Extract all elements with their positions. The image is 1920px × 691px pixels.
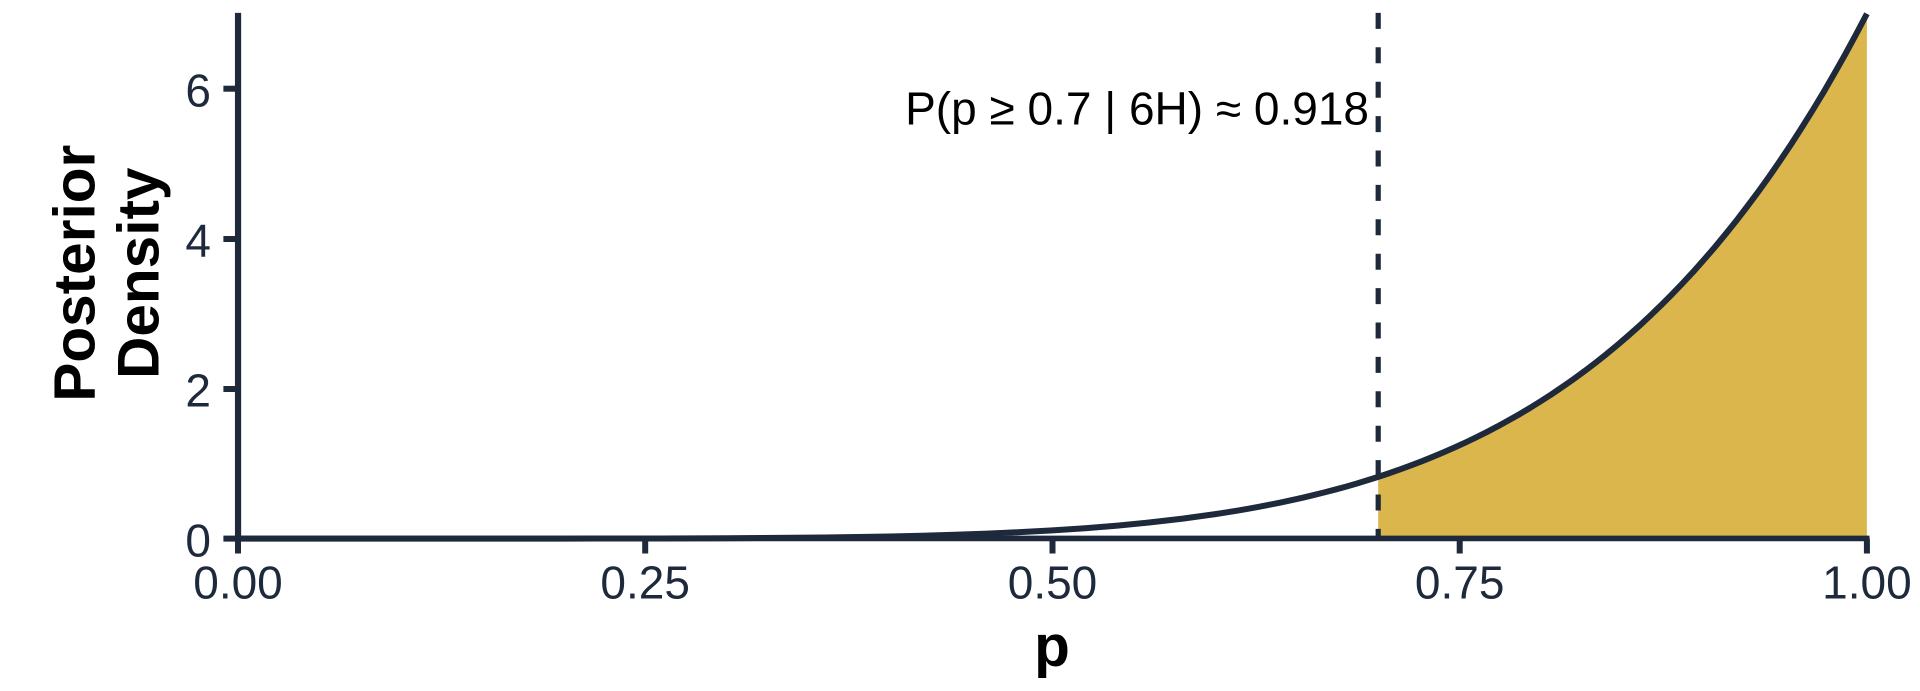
svg-text:0.25: 0.25 <box>600 556 690 608</box>
svg-text:1.00: 1.00 <box>1822 556 1912 608</box>
svg-text:0.00: 0.00 <box>193 556 283 608</box>
svg-text:0.75: 0.75 <box>1415 556 1505 608</box>
svg-text:Density: Density <box>107 167 172 379</box>
svg-text:P(p ≥ 0.7 | 6H) ≈ 0.918: P(p ≥ 0.7 | 6H) ≈ 0.918 <box>905 83 1369 135</box>
svg-text:Posterior: Posterior <box>43 145 108 402</box>
svg-text:0: 0 <box>185 514 211 566</box>
svg-text:6: 6 <box>185 64 211 116</box>
svg-text:0.50: 0.50 <box>1008 556 1098 608</box>
svg-text:p: p <box>1034 614 1070 679</box>
svg-text:2: 2 <box>185 365 211 417</box>
svg-text:4: 4 <box>185 215 211 267</box>
